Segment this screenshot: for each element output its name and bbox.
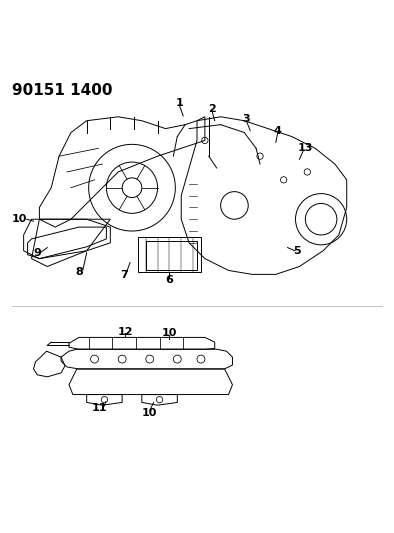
- Text: 90151 1400: 90151 1400: [12, 83, 112, 98]
- Text: 9: 9: [33, 248, 41, 258]
- Text: 13: 13: [297, 143, 313, 154]
- Text: 2: 2: [208, 104, 216, 114]
- Text: 6: 6: [165, 275, 173, 285]
- Text: 7: 7: [120, 270, 128, 280]
- Bar: [146, 241, 197, 270]
- Text: 10: 10: [142, 408, 158, 418]
- Text: 10: 10: [162, 328, 177, 338]
- Text: 1: 1: [175, 98, 183, 108]
- Bar: [138, 237, 201, 272]
- Text: 10: 10: [11, 214, 27, 224]
- Text: 8: 8: [75, 266, 83, 277]
- Text: 12: 12: [117, 327, 133, 336]
- Text: 5: 5: [294, 246, 301, 256]
- Text: 3: 3: [242, 114, 250, 124]
- Text: 4: 4: [274, 126, 282, 135]
- Text: 11: 11: [91, 403, 107, 413]
